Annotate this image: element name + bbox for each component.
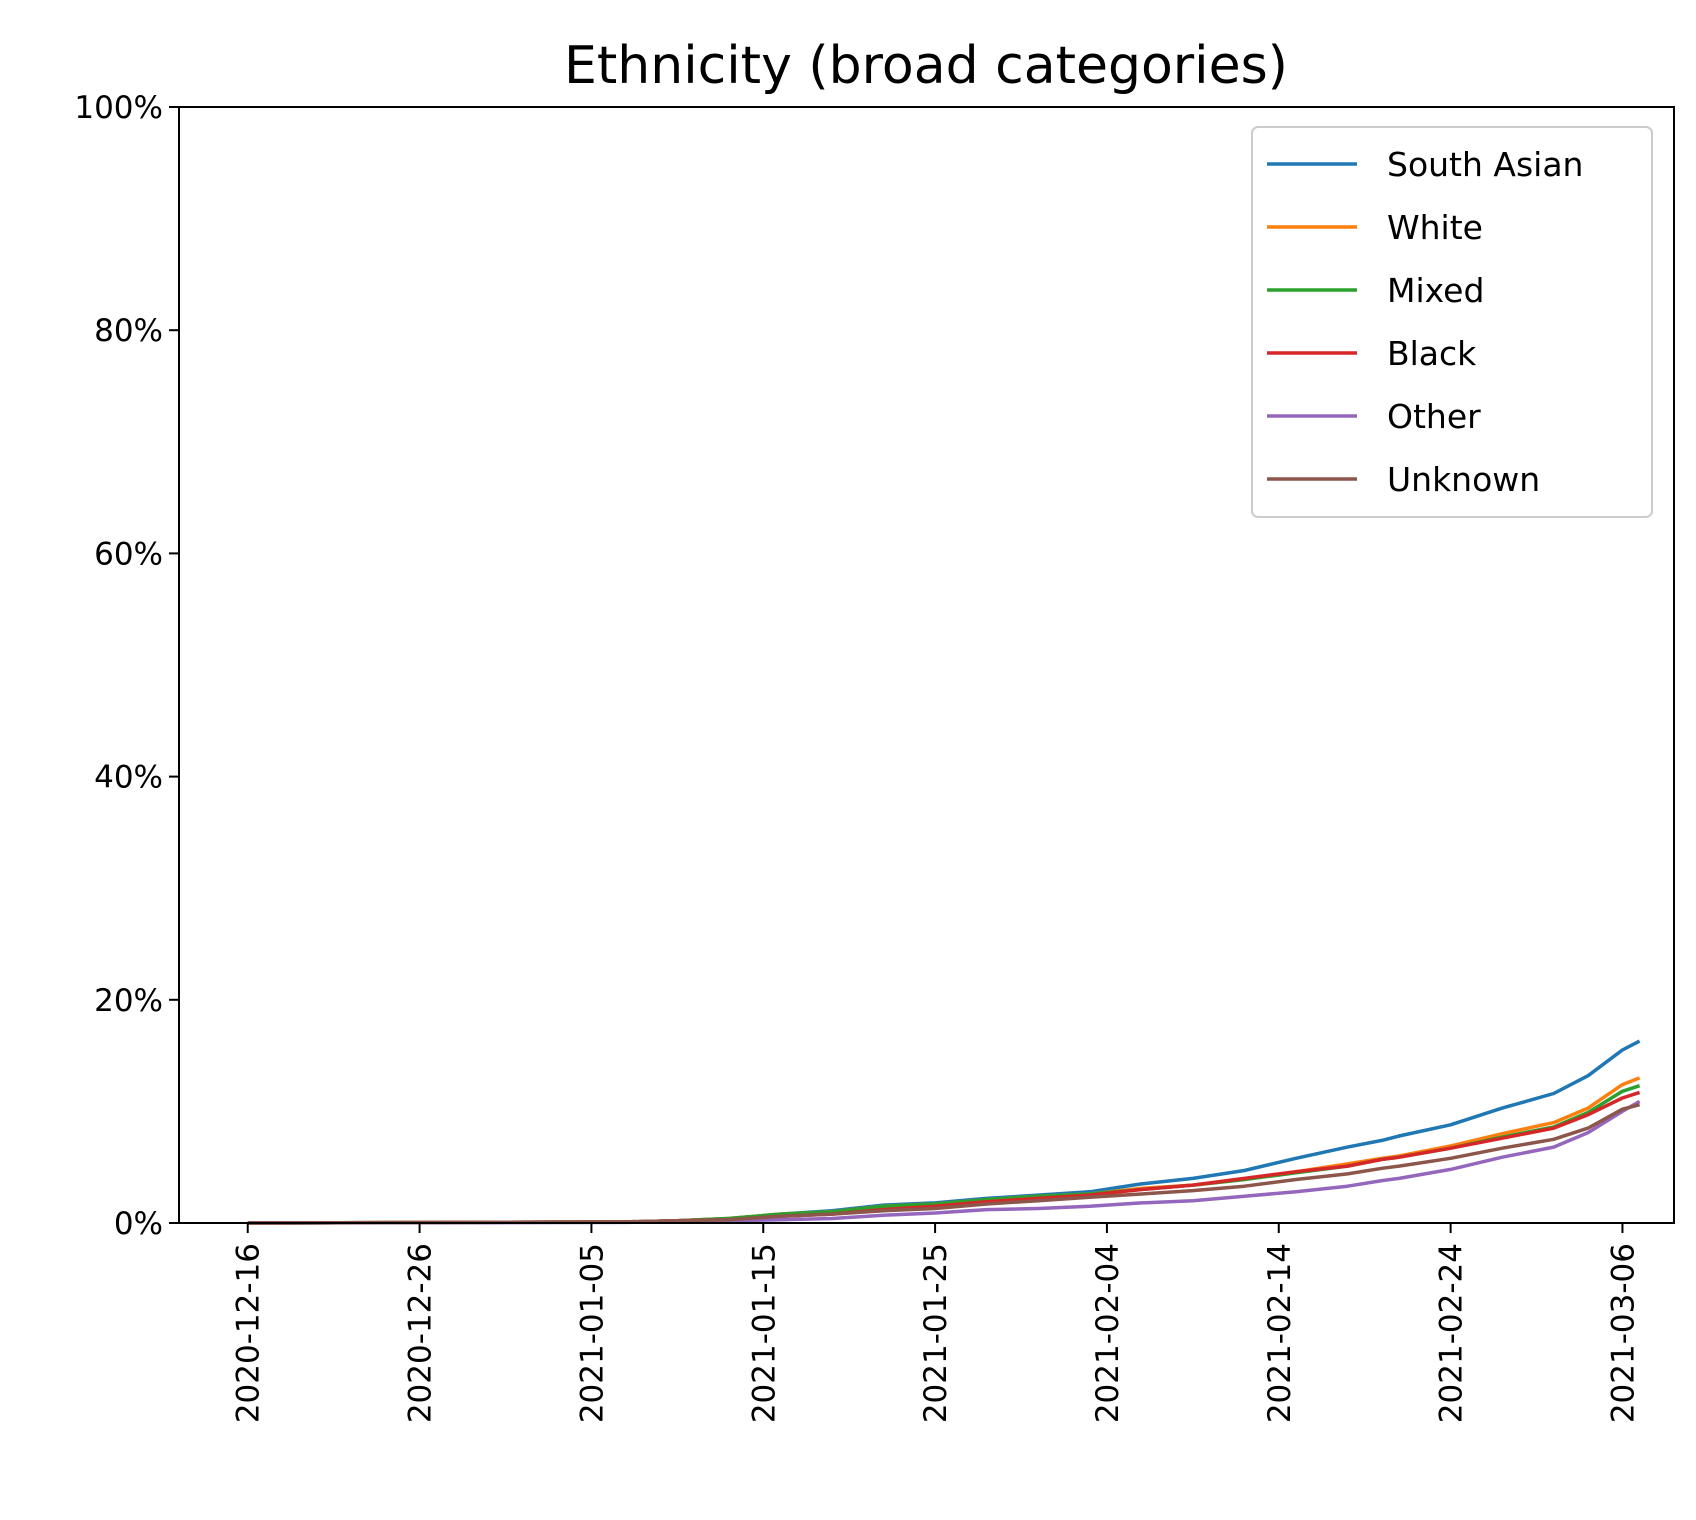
series-line-other: [247, 1099, 1641, 1225]
y-tick-label: 0%: [114, 1206, 163, 1242]
x-tick-label: 2021-03-06: [1605, 1243, 1641, 1423]
chart-title: Ethnicity (broad categories): [564, 36, 1288, 96]
y-tick-label: 100%: [74, 90, 163, 126]
x-tick-label: 2021-02-04: [1090, 1243, 1126, 1423]
legend-label: South Asian: [1387, 145, 1583, 184]
x-tick-label: 2021-01-15: [746, 1243, 782, 1423]
y-tick-label: 80%: [94, 313, 163, 349]
x-tick-label: 2021-01-25: [918, 1243, 954, 1423]
x-tick-label: 2020-12-26: [403, 1243, 439, 1423]
plot-lines: [247, 1039, 1641, 1225]
legend-label: White: [1387, 208, 1483, 247]
x-axis: 2020-12-16 2020-12-26 2021-01-05 2021-01-15…: [231, 1223, 1641, 1423]
legend-label: Other: [1387, 397, 1481, 436]
y-tick-label: 60%: [94, 536, 163, 572]
y-tick-label: 40%: [94, 760, 163, 796]
series-line-mixed: [247, 1084, 1641, 1225]
x-tick-label: 2020-12-16: [231, 1243, 267, 1423]
x-tick-label: 2021-02-24: [1434, 1243, 1470, 1423]
plot-frame: [178, 106, 1675, 1224]
legend-label: Mixed: [1387, 271, 1484, 310]
series-line-south-asian: [247, 1039, 1641, 1225]
y-axis: 0% 20% 40% 60% 80% 100%: [74, 90, 179, 1242]
legend-label: Unknown: [1387, 460, 1540, 499]
x-tick-label: 2021-02-14: [1262, 1243, 1298, 1423]
legend: South Asian White Mixed Black Other Unknown: [1251, 126, 1653, 518]
legend-box: [1251, 126, 1653, 518]
y-tick-label: 20%: [94, 983, 163, 1019]
legend-label: Black: [1387, 334, 1477, 373]
series-line-unknown: [247, 1103, 1641, 1225]
x-tick-label: 2021-01-05: [574, 1243, 610, 1423]
